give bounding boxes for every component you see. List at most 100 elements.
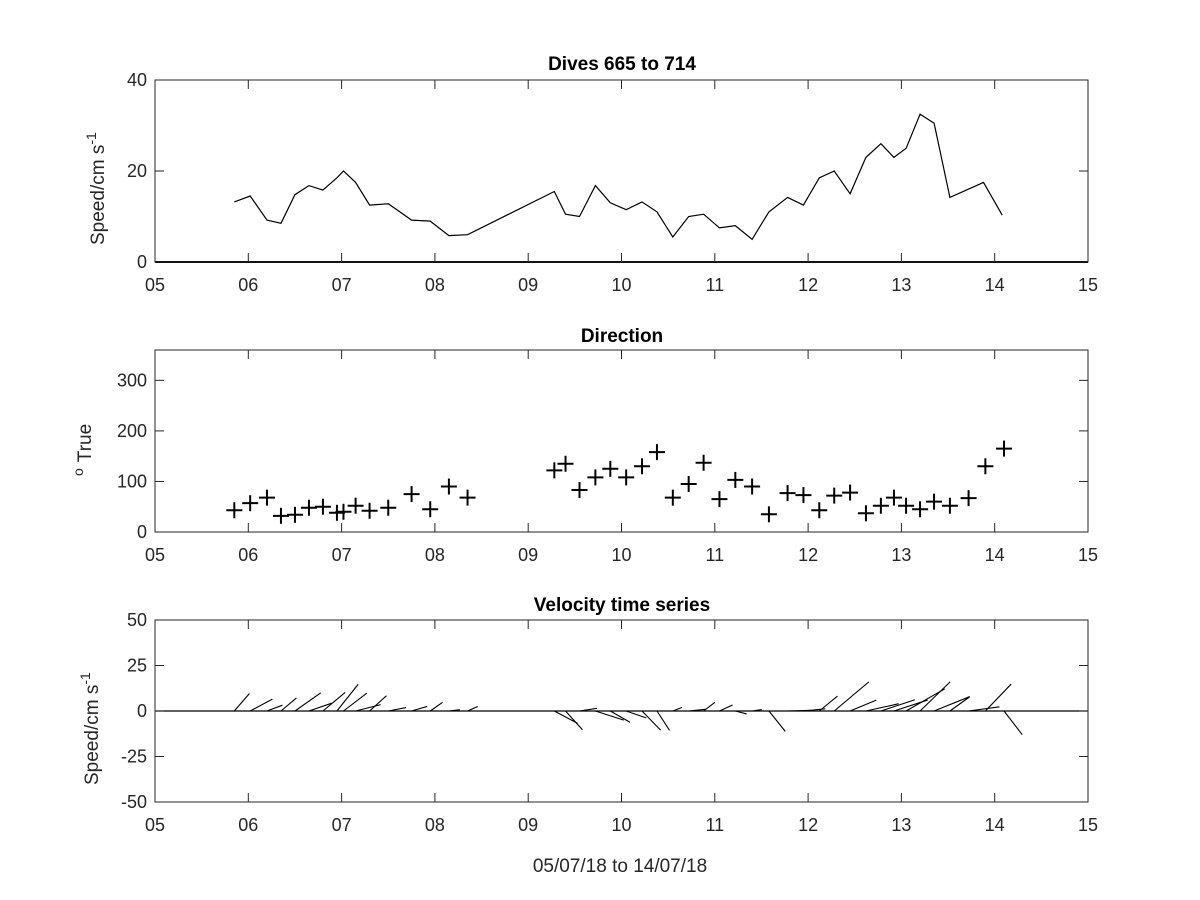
velocity-stick	[448, 709, 460, 712]
velocity-stick	[865, 703, 899, 712]
velocity-y-axis-label-main: Speed/cm s	[82, 685, 103, 785]
speed-y-axis-label-main: Speed/cm s	[88, 145, 109, 245]
velocity-stick	[610, 710, 631, 723]
velocity-stick	[984, 683, 1012, 712]
direction-point	[242, 495, 259, 512]
velocity-stick	[579, 707, 598, 712]
direction-point	[602, 460, 619, 477]
velocity-stick	[280, 697, 297, 712]
y-tick-label: -25	[121, 747, 147, 767]
direction-point	[912, 501, 929, 518]
y-tick-label: 100	[117, 471, 147, 491]
x-tick-label: 12	[798, 545, 818, 565]
direction-point	[314, 498, 331, 515]
x-tick-label: 13	[891, 545, 911, 565]
velocity-stick	[369, 695, 387, 712]
y-tick-label: 50	[127, 610, 147, 630]
velocity-y-axis-label-superscript: -1	[77, 672, 93, 685]
direction-point	[680, 475, 697, 492]
direction-point	[795, 487, 812, 504]
x-tick-label: 07	[332, 275, 352, 295]
velocity-stick	[336, 683, 359, 712]
direction-point	[811, 502, 828, 519]
velocity-stick	[933, 696, 970, 712]
y-tick-label: 0	[137, 522, 147, 542]
velocity-stick	[322, 692, 346, 712]
velocity-stick	[752, 709, 762, 712]
velocity-stick	[355, 704, 381, 712]
velocity-stick	[849, 699, 877, 712]
velocity-plot-area	[155, 681, 1088, 735]
direction-point	[328, 504, 345, 521]
direction-point	[826, 487, 843, 504]
direction-point	[711, 491, 728, 508]
y-tick-label: 25	[127, 656, 147, 676]
velocity-stick	[595, 710, 624, 721]
direction-point	[926, 493, 943, 510]
direction-point	[977, 458, 994, 475]
x-tick-label: 14	[985, 815, 1005, 835]
velocity-stick	[429, 701, 443, 712]
x-tick-label: 15	[1078, 815, 1098, 835]
x-tick-label: 06	[238, 545, 258, 565]
x-tick-label: 15	[1078, 545, 1098, 565]
direction-ticks: 05 06 07 08 09 10 11 12 13 14 15 0 100 200 300	[117, 350, 1098, 565]
direction-y-axis-label-superscript: o	[70, 468, 86, 476]
velocity-y-axis-label: Speed/cm s-1	[77, 672, 103, 785]
direction-point	[380, 499, 397, 516]
x-tick-label: 05	[145, 275, 165, 295]
velocity-stick	[656, 710, 670, 731]
direction-plot-area	[226, 440, 1013, 524]
velocity-stick	[735, 710, 747, 715]
direction-panel-title: Direction	[581, 326, 663, 347]
velocity-stick	[343, 692, 368, 712]
x-tick-label: 08	[425, 545, 445, 565]
x-tick-label: 12	[798, 815, 818, 835]
direction-point	[226, 502, 243, 519]
direction-point	[335, 503, 352, 520]
velocity-stick	[565, 710, 583, 731]
direction-point	[618, 469, 635, 486]
velocity-ticks: 05 06 07 08 09 10 11 12 13 14 15 -50 -25 0 25 50	[121, 610, 1098, 835]
x-tick-label: 12	[798, 275, 818, 295]
speed-series-line	[234, 113, 1003, 241]
velocity-stick	[249, 698, 273, 712]
direction-point	[300, 499, 317, 516]
velocity-stick	[294, 692, 322, 712]
velocity-stick	[949, 696, 971, 712]
velocity-stick	[880, 699, 916, 712]
direction-point	[872, 497, 889, 514]
direction-point	[727, 471, 744, 488]
direction-point	[459, 489, 476, 506]
y-tick-label: 0	[137, 252, 147, 272]
direction-point	[941, 497, 958, 514]
speed-plot-area	[155, 113, 1088, 263]
velocity-panel: Velocity time series 05 06 07 08 09 10 11 12 13 1…	[77, 595, 1098, 877]
velocity-stick	[266, 704, 283, 712]
x-tick-label: 05	[145, 545, 165, 565]
velocity-stick	[467, 705, 478, 712]
direction-point	[648, 444, 665, 461]
x-tick-label: 09	[518, 815, 538, 835]
direction-point	[258, 489, 275, 506]
direction-point	[664, 489, 681, 506]
x-tick-label: 08	[425, 275, 445, 295]
direction-point	[857, 505, 874, 522]
x-tick-label: 11	[705, 545, 724, 565]
x-tick-label: 09	[518, 275, 538, 295]
velocity-stick	[968, 706, 1000, 712]
direction-point	[885, 489, 902, 506]
direction-point	[842, 484, 859, 501]
direction-point	[272, 507, 289, 524]
velocity-stick	[688, 708, 707, 712]
direction-point	[571, 482, 588, 499]
direction-point	[557, 455, 574, 472]
y-tick-label: 40	[127, 70, 147, 90]
direction-y-axis-label: o True	[70, 424, 96, 476]
direction-point	[347, 497, 364, 514]
velocity-panel-title: Velocity time series	[534, 595, 710, 616]
speed-panel-title: Dives 665 to 714	[548, 54, 696, 75]
x-tick-label: 06	[238, 815, 258, 835]
y-tick-label: 200	[117, 421, 147, 441]
